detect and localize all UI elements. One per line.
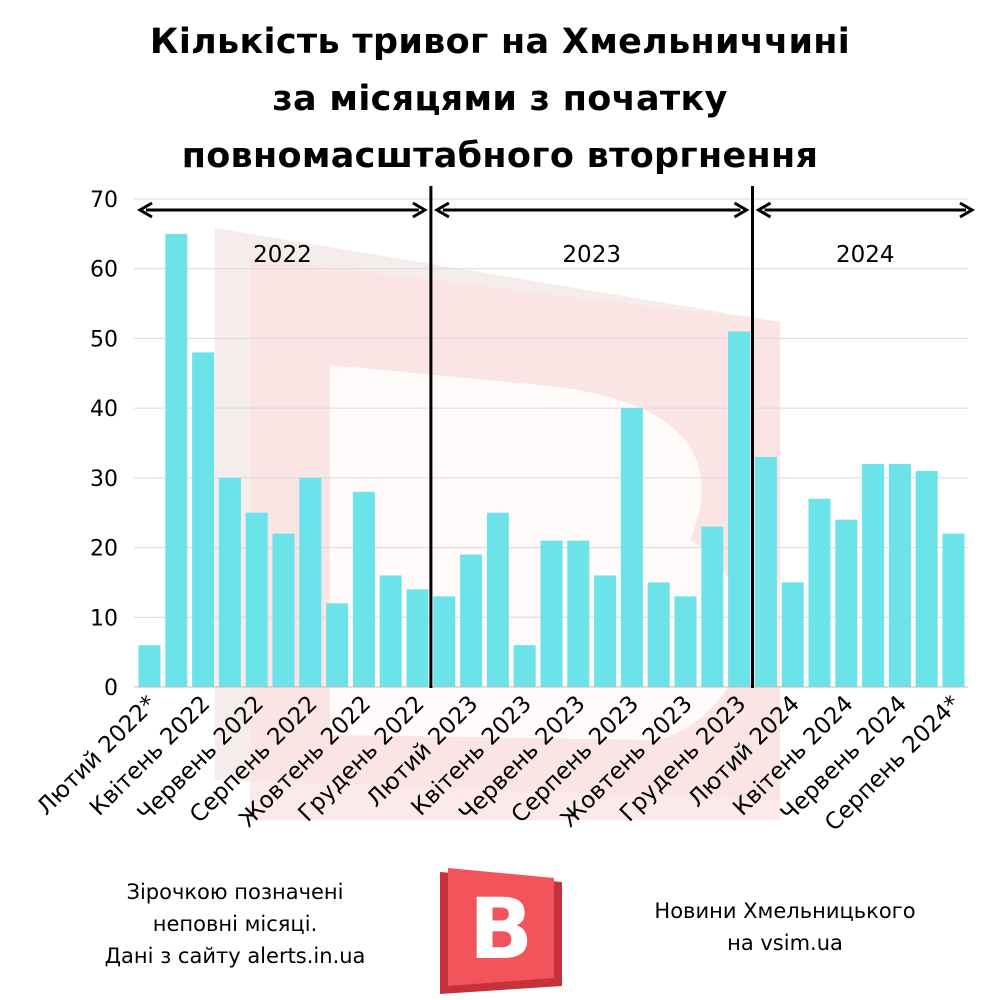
title-line-2: за місяцями з початку <box>272 79 728 119</box>
bar <box>218 477 241 687</box>
bar <box>754 456 777 687</box>
bar <box>808 498 831 687</box>
y-tick-label: 10 <box>90 606 118 631</box>
bar <box>781 582 804 687</box>
bar <box>567 540 590 687</box>
y-tick-label: 30 <box>90 467 118 492</box>
y-tick-label: 20 <box>90 537 118 562</box>
bar <box>647 582 670 687</box>
y-tick-label: 40 <box>90 397 118 422</box>
bar <box>138 645 161 687</box>
footnote-line-3: Дані з сайту alerts.in.ua <box>104 944 366 968</box>
logo-front <box>448 868 554 986</box>
chart-title: Кількість тривог на Хмельниччині за міся… <box>0 14 1000 185</box>
year-label: 2022 <box>253 242 312 268</box>
logo-letter: B <box>469 880 533 978</box>
bar <box>513 645 536 687</box>
bar <box>540 540 563 687</box>
bar <box>486 512 509 687</box>
bar <box>888 463 911 687</box>
bar <box>728 331 751 687</box>
bar <box>915 470 938 687</box>
bar <box>192 352 215 687</box>
year-arrow-head-left <box>433 201 450 219</box>
bar <box>299 477 322 687</box>
bar <box>245 512 268 687</box>
y-tick-label: 70 <box>90 188 118 213</box>
vsim-logo-icon: B <box>440 868 562 994</box>
footnote: Зірочкою позначені неповні місяці. Дані … <box>60 876 410 972</box>
footnote-line-2: неповні місяці. <box>152 912 318 936</box>
title-line-3: повномасштабного вторгнення <box>181 136 819 176</box>
bar <box>272 533 295 687</box>
bar <box>701 526 724 687</box>
bar <box>942 533 965 687</box>
y-tick-label: 60 <box>90 258 118 283</box>
brand-caption: Новини Хмельницького на vsim.ua <box>590 895 980 959</box>
year-label: 2023 <box>562 242 621 268</box>
bar <box>460 554 483 687</box>
bar <box>594 575 617 687</box>
brand-line-2: на vsim.ua <box>727 931 843 955</box>
bar <box>352 491 375 687</box>
year-arrow-head-right <box>959 201 975 219</box>
bar <box>862 463 885 687</box>
bar <box>674 596 697 687</box>
y-tick-label: 0 <box>104 676 118 701</box>
year-arrow-head-left <box>755 201 772 219</box>
year-arrow-head-left <box>137 201 153 219</box>
bar <box>165 233 188 687</box>
bar <box>835 519 858 687</box>
bar <box>326 603 349 687</box>
y-tick-label: 50 <box>90 327 118 352</box>
bar <box>379 575 402 687</box>
year-arrow-head-right <box>733 201 750 219</box>
footnote-line-1: Зірочкою позначені <box>126 880 344 904</box>
year-label: 2024 <box>836 242 895 268</box>
bar <box>433 596 456 687</box>
title-line-1: Кількість тривог на Хмельниччині <box>149 22 851 62</box>
brand-line-1: Новини Хмельницького <box>654 899 916 923</box>
bar <box>620 408 643 687</box>
year-arrow-head-right <box>412 201 428 219</box>
bar <box>406 589 429 687</box>
